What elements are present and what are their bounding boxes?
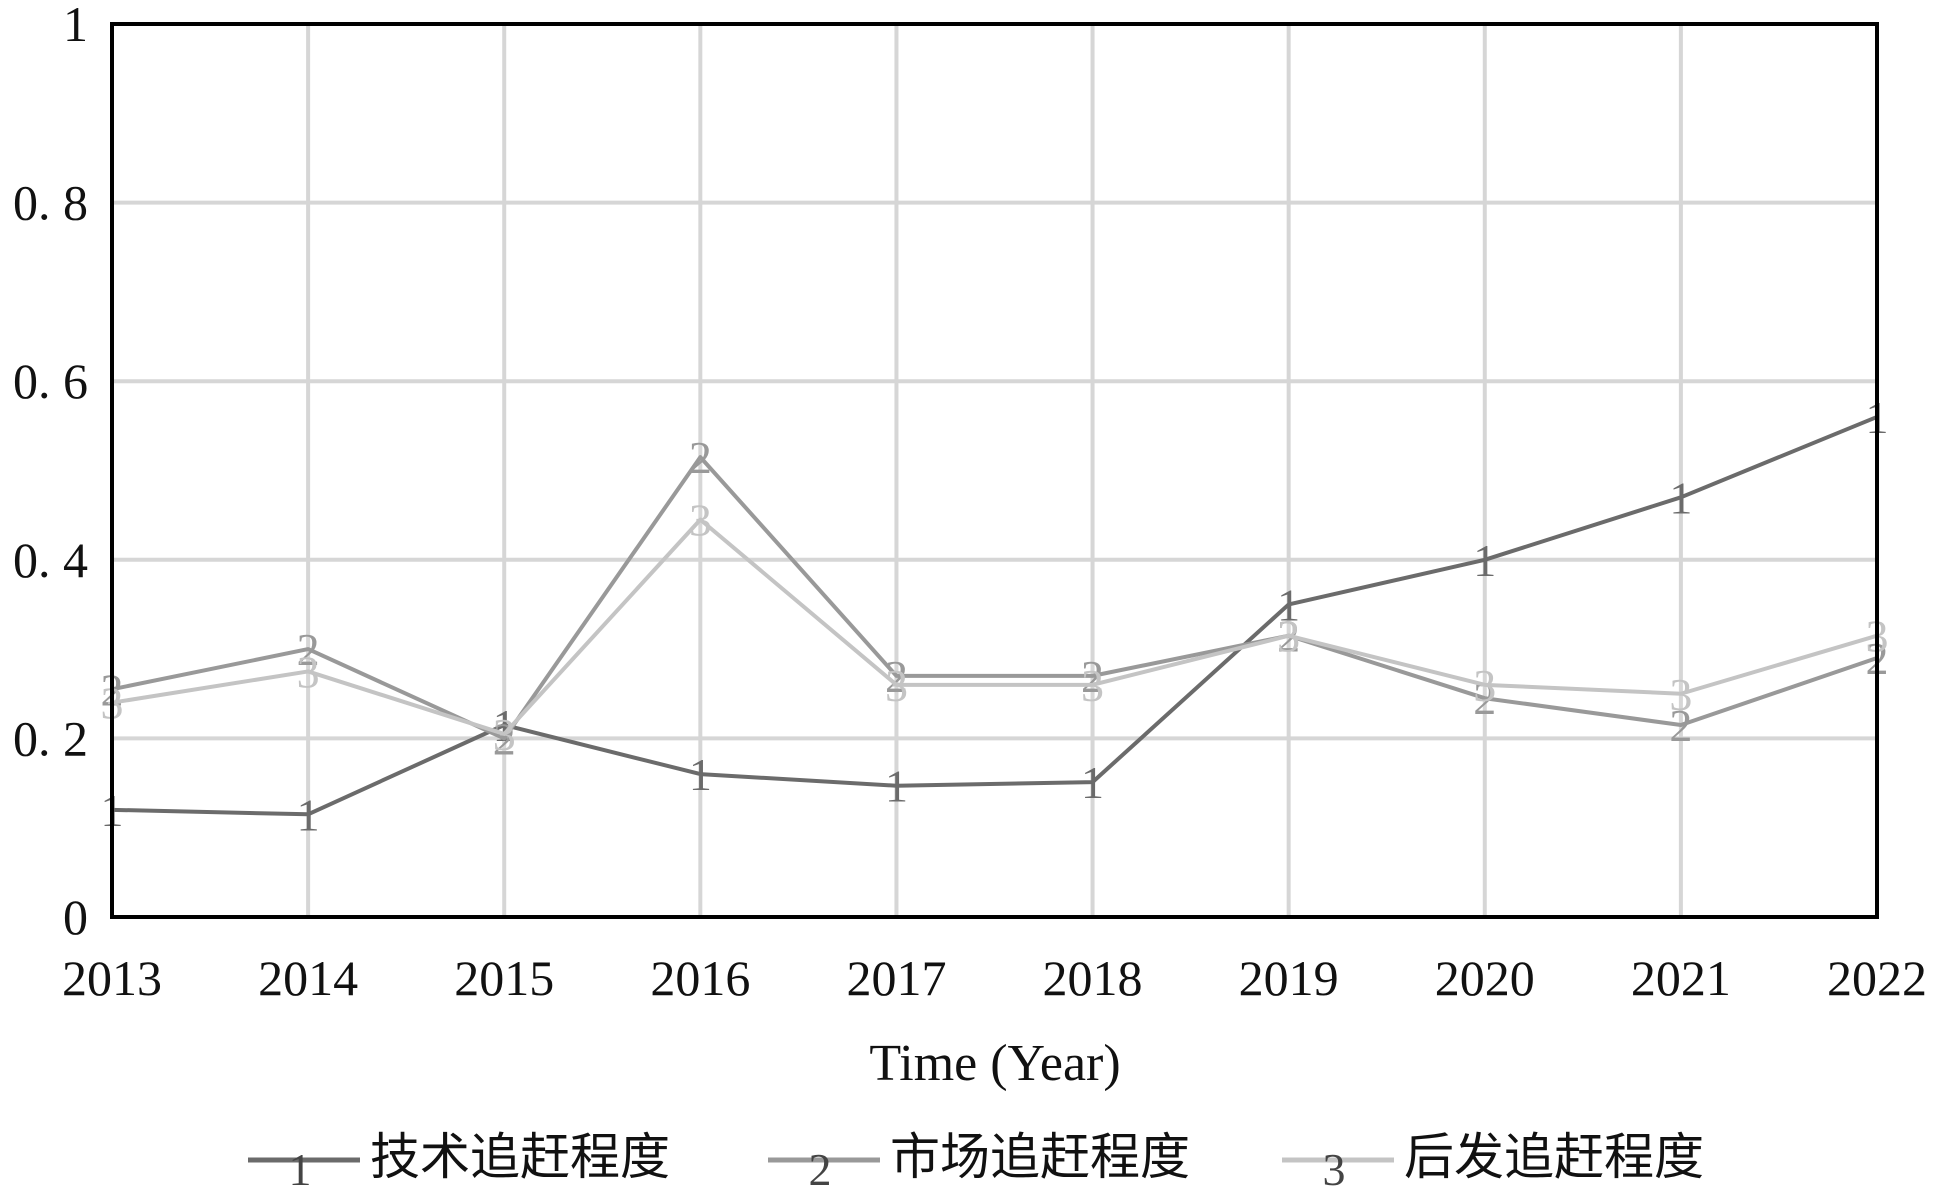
legend-marker: 1	[289, 1144, 312, 1189]
data-point-marker: 1	[1081, 757, 1104, 808]
x-tick-label: 2016	[650, 950, 750, 1006]
legend-marker: 3	[1323, 1144, 1346, 1189]
x-tick-label: 2022	[1827, 950, 1927, 1006]
data-point-marker: 3	[493, 709, 516, 760]
data-point-marker: 3	[1277, 611, 1300, 662]
data-point-marker: 1	[1277, 579, 1300, 630]
x-tick-label: 2020	[1435, 950, 1535, 1006]
axis-layer: 2013 2014 2015 2016 2017 2018 2019 2020 2021 2022…	[13, 0, 1927, 1006]
legend-label: 后发追赶程度	[1404, 1129, 1704, 1185]
series-line-3	[111, 517, 1878, 736]
data-point-marker: 3	[1473, 660, 1496, 711]
data-point-marker: 2	[1081, 651, 1104, 702]
y-tick-label: 0. 4	[13, 532, 88, 588]
x-tick-label: 2019	[1239, 950, 1339, 1006]
y-tick-label: 0	[63, 889, 88, 945]
series-line-1	[111, 415, 1878, 817]
data-point-marker: 1	[297, 789, 320, 840]
legend-marker: 2	[809, 1144, 832, 1189]
plot-frame	[110, 22, 1879, 919]
y-tick-label: 1	[63, 0, 88, 52]
data-point-marker: 1	[885, 761, 908, 812]
legend-label: 市场追赶程度	[890, 1129, 1190, 1185]
x-tick-label: 2017	[846, 950, 946, 1006]
x-tick-label: 2013	[62, 950, 162, 1006]
data-point-marker: 3	[885, 660, 908, 711]
x-tick-label: 2014	[258, 950, 358, 1006]
x-tick-label: 2018	[1043, 950, 1143, 1006]
data-point-marker: 3	[297, 646, 320, 697]
data-point-marker: 1	[493, 700, 516, 751]
data-point-marker: 3	[1081, 660, 1104, 711]
series-line-2	[111, 455, 1878, 741]
x-axis-title: Time (Year)	[869, 1035, 1120, 1092]
y-tick-label: 0. 6	[13, 353, 88, 409]
data-point-marker: 1	[1669, 472, 1692, 523]
data-point-marker: 2	[1669, 700, 1692, 751]
data-point-marker: 2	[297, 624, 320, 675]
data-point-marker: 2	[689, 432, 712, 483]
x-tick-label: 2015	[454, 950, 554, 1006]
data-point-marker: 1	[1473, 535, 1496, 586]
data-point-marker: 2	[885, 651, 908, 702]
data-point-marker: 3	[689, 495, 712, 546]
grid-layer	[112, 24, 1877, 917]
legend: 1 技术追赶程度 2 市场追赶程度 3 后发追赶程度	[248, 1129, 1704, 1194]
x-tick-label: 2021	[1631, 950, 1731, 1006]
legend-label: 技术追赶程度	[370, 1129, 670, 1185]
data-point-marker: 1	[689, 749, 712, 800]
y-tick-label: 0. 8	[13, 175, 88, 231]
y-tick-label: 0. 2	[13, 710, 88, 766]
data-point-marker: 3	[1669, 669, 1692, 720]
